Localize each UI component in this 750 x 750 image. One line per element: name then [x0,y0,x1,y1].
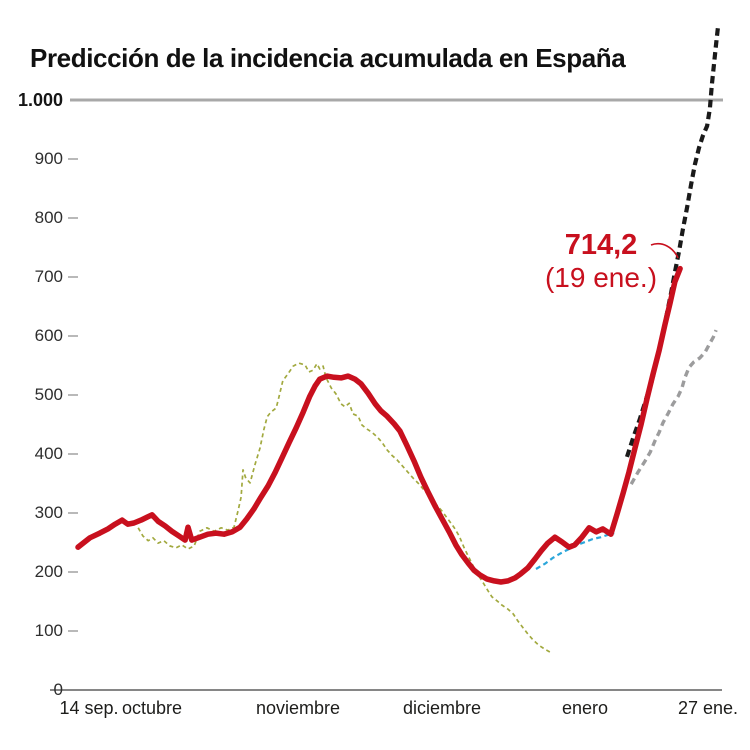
y-axis-label: 900 [34,149,63,168]
y-axis-label: 400 [34,444,63,463]
annotation-value: 714,2 [564,229,638,261]
y-axis-label: 200 [34,562,63,581]
annotation-leader-line [650,242,679,259]
x-axis-label: diciembre [402,698,482,718]
x-axis-label: 14 sep. [59,698,119,718]
series-prediccion-azul-line [535,532,615,570]
chart-title: Predicción de la incidencia acumulada en… [30,43,626,74]
y-axis-label: 100 [34,621,63,640]
y-axis-label: 1.000 [17,90,63,110]
y-axis-label: 500 [34,385,63,404]
y-axis-label: 0 [53,680,63,699]
series-incidencia-observada-line [75,265,683,585]
x-axis-label: 27 ene. [677,698,739,718]
x-axis-label: enero [561,698,609,718]
y-axis-label: 300 [34,503,63,522]
series-prediccion-gris-line [629,329,718,485]
y-axis-label: 800 [34,208,63,227]
y-axis-label: 600 [34,326,63,345]
x-axis-label: noviembre [255,698,341,718]
annotation: 714,2 (19 ene.) [520,229,682,294]
y-axis-label: 700 [34,267,63,286]
series-prediccion-olive-line [137,362,551,653]
x-axis-label: octubre [121,698,183,718]
annotation-date: (19 ene.) [544,262,658,293]
